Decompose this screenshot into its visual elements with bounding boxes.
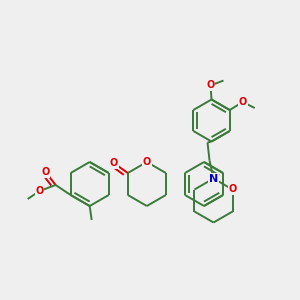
Text: O: O — [110, 158, 118, 168]
Text: O: O — [143, 157, 151, 167]
Text: O: O — [35, 186, 44, 196]
Text: O: O — [238, 97, 247, 107]
Text: O: O — [229, 184, 237, 194]
Text: O: O — [206, 80, 215, 91]
Text: O: O — [41, 167, 50, 177]
Text: N: N — [209, 173, 218, 184]
